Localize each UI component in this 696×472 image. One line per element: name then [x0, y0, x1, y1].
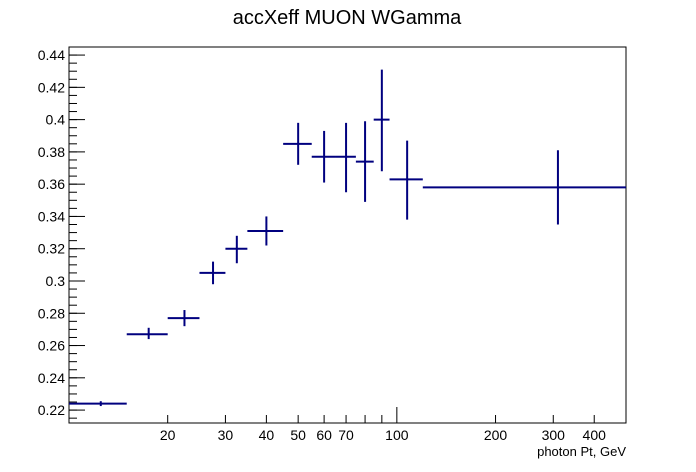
y-tick-label: 0.34 — [38, 208, 65, 224]
x-tick-label: 100 — [385, 427, 409, 443]
data-point — [167, 310, 200, 327]
y-tick-label: 0.4 — [46, 112, 66, 128]
y-tick-label: 0.38 — [38, 144, 65, 160]
x-tick-label: 40 — [259, 427, 275, 443]
x-tick-label: 60 — [316, 427, 332, 443]
data-point — [422, 150, 626, 225]
plot-frame — [68, 46, 627, 424]
y-tick-label: 0.3 — [46, 273, 66, 289]
x-tick-label: 50 — [290, 427, 306, 443]
data-point — [69, 401, 127, 407]
x-tick-label: 70 — [338, 427, 354, 443]
data-point — [247, 216, 284, 246]
data-point — [373, 69, 390, 172]
y-tick-label: 0.36 — [38, 176, 65, 192]
x-axis: 20 30 40 50 60 70 100 200 300 400 — [160, 407, 606, 443]
chart-title: accXeff MUON WGamma — [233, 7, 462, 29]
y-tick-label: 0.22 — [38, 402, 65, 418]
y-tick-label: 0.44 — [38, 47, 65, 63]
y-tick-label: 0.24 — [38, 370, 65, 386]
y-tick-label: 0.26 — [38, 338, 65, 354]
data-point — [225, 235, 248, 264]
x-tick-label: 30 — [218, 427, 234, 443]
data-point — [389, 140, 423, 220]
x-tick-label: 20 — [160, 427, 176, 443]
x-tick-label: 200 — [484, 427, 508, 443]
y-tick-label: 0.32 — [38, 241, 65, 257]
data-point — [311, 130, 336, 183]
data-point — [355, 121, 374, 202]
data-point — [283, 122, 312, 165]
data-point — [199, 261, 226, 285]
data-point — [335, 122, 356, 193]
x-tick-label: 300 — [542, 427, 566, 443]
x-axis-label: photon Pt, GeV — [537, 444, 626, 459]
y-tick-label: 0.28 — [38, 305, 65, 321]
y-axis: 0.22 0.24 0.26 0.28 0.3 0.32 0.34 0.36 0.38 0.4 0.… — [38, 47, 85, 419]
x-tick-label: 400 — [583, 427, 607, 443]
data-series — [69, 69, 626, 407]
data-point — [126, 327, 168, 340]
y-tick-label: 0.42 — [38, 79, 65, 95]
